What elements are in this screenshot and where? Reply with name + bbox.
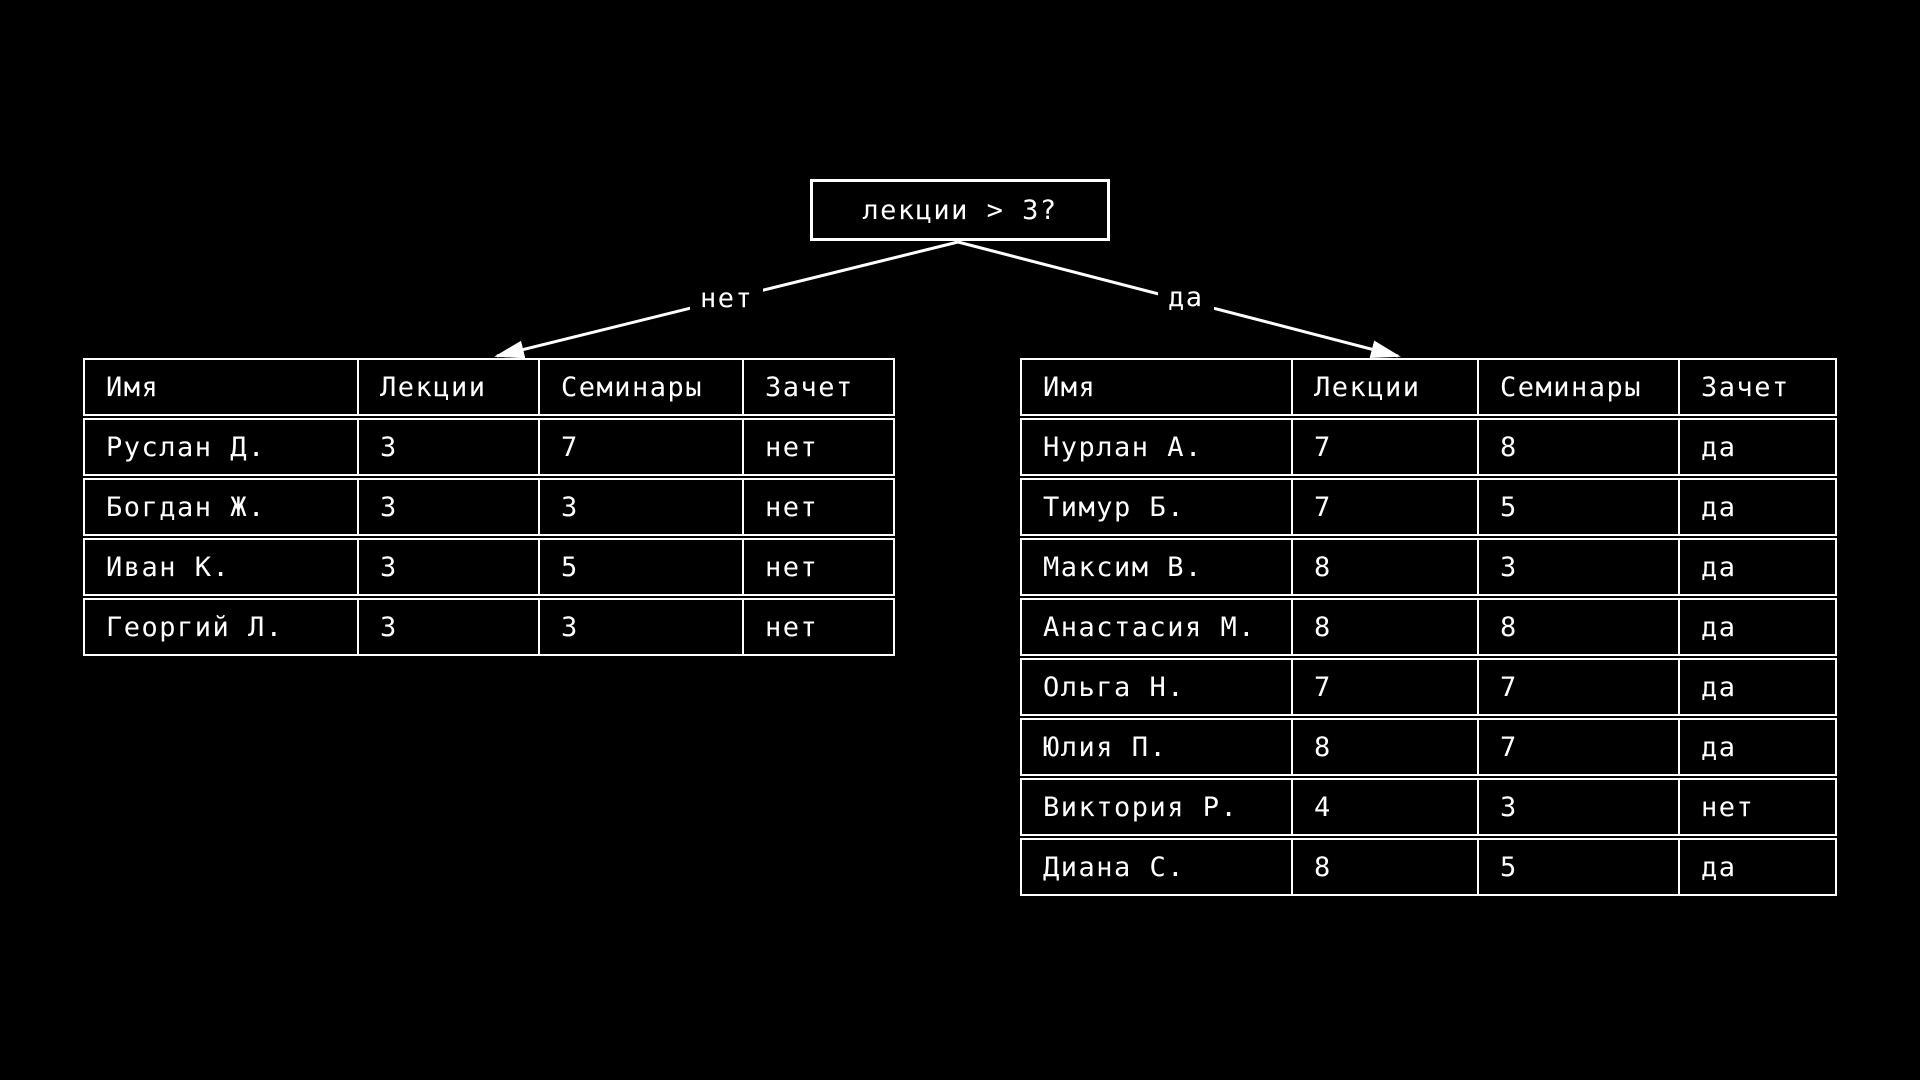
decision-root-node: лекции > 3?	[810, 179, 1110, 241]
column-header: Семинары	[538, 360, 742, 414]
table-row: Руслан Д. 3 7 нет	[83, 418, 895, 476]
table-cell: Руслан Д.	[106, 431, 266, 463]
column-header: Лекции	[1291, 360, 1477, 414]
table-cell: 8	[1477, 600, 1678, 654]
table-body: Нурлан А. 7 8 да Тимур Б. 7 5 да Максим В. 8 3 да Ан…	[1020, 418, 1837, 896]
table-no-branch: Имя Лекции Семинары Зачет Руслан Д. 3 7 нет…	[83, 358, 895, 656]
table-cell: да	[1678, 720, 1835, 774]
table-row: Анастасия М. 8 8 да	[1020, 598, 1837, 656]
table-cell: да	[1678, 480, 1835, 534]
table-cell: нет	[742, 420, 893, 474]
decision-root-label: лекции > 3?	[862, 194, 1058, 226]
table-cell: 4	[1291, 780, 1477, 834]
table-cell: 8	[1291, 840, 1477, 894]
column-header: Лекции	[357, 360, 538, 414]
table-cell: нет	[742, 540, 893, 594]
table-body: Руслан Д. 3 7 нет Богдан Ж. 3 3 нет Иван К. 3 5 нет…	[83, 418, 895, 656]
table-cell: 3	[1477, 780, 1678, 834]
table-cell: Нурлан А.	[1043, 431, 1203, 463]
table-cell: 3	[357, 540, 538, 594]
column-header: Семинары	[1477, 360, 1678, 414]
table-cell: 7	[1291, 660, 1477, 714]
table-header-row: Имя Лекции Семинары Зачет	[1020, 358, 1837, 416]
table-row: Диана С. 8 5 да	[1020, 838, 1837, 896]
table-cell: да	[1678, 660, 1835, 714]
table-row: Тимур Б. 7 5 да	[1020, 478, 1837, 536]
table-cell: Юлия П.	[1043, 731, 1168, 763]
table-cell: 7	[1291, 420, 1477, 474]
table-cell: 3	[357, 420, 538, 474]
table-header-row: Имя Лекции Семинары Зачет	[83, 358, 895, 416]
branch-label-yes: да	[1158, 281, 1214, 315]
table-row: Юлия П. 8 7 да	[1020, 718, 1837, 776]
table-cell: 7	[1477, 660, 1678, 714]
table-cell: Иван К.	[106, 551, 231, 583]
table-cell: нет	[742, 480, 893, 534]
table-cell: 3	[1477, 540, 1678, 594]
table-row: Ольга Н. 7 7 да	[1020, 658, 1837, 716]
table-cell: да	[1678, 420, 1835, 474]
table-cell: Георгий Л.	[106, 611, 284, 643]
table-cell: да	[1678, 840, 1835, 894]
column-header: Зачет	[742, 360, 893, 414]
table-cell: 7	[1477, 720, 1678, 774]
table-cell: 5	[1477, 840, 1678, 894]
table-cell: Максим В.	[1043, 551, 1203, 583]
table-row: Нурлан А. 7 8 да	[1020, 418, 1837, 476]
table-cell: Богдан Ж.	[106, 491, 266, 523]
table-cell: да	[1678, 600, 1835, 654]
table-cell: нет	[1678, 780, 1835, 834]
table-cell: да	[1678, 540, 1835, 594]
table-cell: 3	[357, 600, 538, 654]
table-cell: 5	[1477, 480, 1678, 534]
table-cell: Виктория Р.	[1043, 791, 1239, 823]
table-cell: 3	[538, 600, 742, 654]
table-cell: Анастасия М.	[1043, 611, 1257, 643]
table-cell: Ольга Н.	[1043, 671, 1186, 703]
table-cell: 8	[1291, 600, 1477, 654]
table-cell: 8	[1291, 540, 1477, 594]
table-cell: 8	[1477, 420, 1678, 474]
table-cell: 5	[538, 540, 742, 594]
table-row: Виктория Р. 4 3 нет	[1020, 778, 1837, 836]
column-header: Имя	[106, 371, 160, 403]
table-cell: 7	[538, 420, 742, 474]
table-yes-branch: Имя Лекции Семинары Зачет Нурлан А. 7 8 да Т…	[1020, 358, 1837, 896]
table-cell: 3	[357, 480, 538, 534]
table-cell: 8	[1291, 720, 1477, 774]
table-cell: 3	[538, 480, 742, 534]
table-cell: нет	[742, 600, 893, 654]
table-row: Максим В. 8 3 да	[1020, 538, 1837, 596]
table-row: Георгий Л. 3 3 нет	[83, 598, 895, 656]
table-cell: Тимур Б.	[1043, 491, 1186, 523]
table-cell: Диана С.	[1043, 851, 1186, 883]
branch-label-no: нет	[690, 282, 764, 316]
table-cell: 7	[1291, 480, 1477, 534]
table-row: Богдан Ж. 3 3 нет	[83, 478, 895, 536]
column-header: Имя	[1043, 371, 1097, 403]
table-row: Иван К. 3 5 нет	[83, 538, 895, 596]
column-header: Зачет	[1678, 360, 1835, 414]
